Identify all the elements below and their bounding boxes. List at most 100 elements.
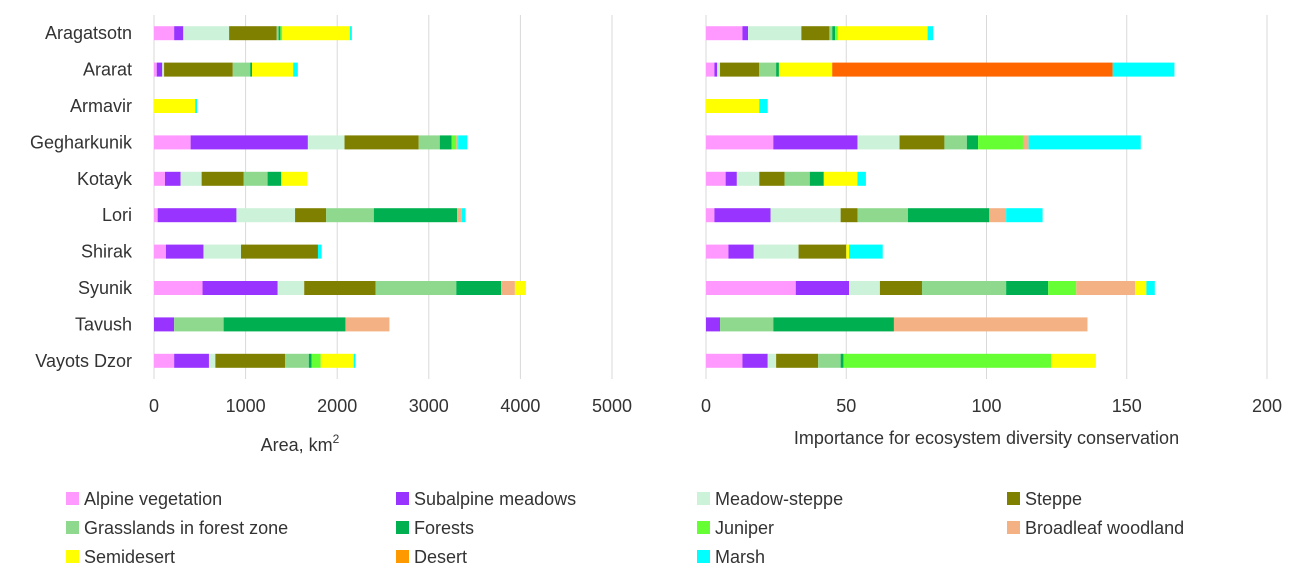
bar-ararat-desert — [832, 62, 1113, 77]
bar-vayots-dzor-grasslands-in-forest-zone — [818, 353, 841, 368]
legend-swatch-semidesert — [66, 550, 79, 563]
category-label-kotayk: Kotayk — [77, 169, 133, 189]
bar-gegharkunik-marsh — [1028, 135, 1141, 150]
bar-gegharkunik-subalpine-meadows — [190, 135, 308, 150]
category-label-syunik: Syunik — [78, 278, 133, 298]
x-tick-label: 100 — [971, 396, 1001, 416]
bar-gegharkunik-broadleaf-woodland — [456, 135, 459, 150]
bar-lori-forests — [907, 208, 990, 223]
bar-aragatsotn-steppe — [801, 26, 830, 41]
bar-ararat-subalpine-meadows — [714, 62, 718, 77]
bar-vayots-dzor-grasslands-in-forest-zone — [284, 353, 309, 368]
legend-label-semidesert: Semidesert — [84, 547, 175, 567]
bar-shirak-subalpine-meadows — [728, 244, 754, 259]
bar-lori-alpine-vegetation — [154, 208, 158, 223]
bar-kotayk-steppe — [759, 171, 785, 186]
bar-syunik-meadow-steppe — [277, 281, 305, 295]
legend-label-steppe: Steppe — [1025, 489, 1082, 509]
bar-ararat-marsh — [1112, 62, 1175, 77]
legend-label-forests: Forests — [414, 518, 474, 538]
bar-vayots-dzor-juniper — [311, 353, 321, 368]
bar-aragatsotn-alpine-vegetation — [706, 26, 743, 41]
bar-ararat-steppe — [720, 62, 760, 77]
bar-aragatsotn-meadow-steppe — [183, 26, 230, 41]
bar-lori-marsh — [1006, 208, 1043, 223]
bar-tavush-broadleaf-woodland — [893, 317, 1088, 332]
bar-shirak-meadow-steppe — [203, 244, 242, 259]
legend-swatch-subalpine-meadows — [396, 492, 409, 505]
bar-aragatsotn-alpine-vegetation — [154, 26, 175, 41]
bar-kotayk-semidesert — [281, 171, 307, 186]
legend-label-grasslands-in-forest-zone: Grasslands in forest zone — [84, 518, 288, 538]
bar-vayots-dzor-marsh — [353, 353, 356, 368]
bar-ararat-semidesert — [252, 62, 294, 77]
bar-kotayk-alpine-vegetation — [706, 171, 726, 186]
bar-syunik-forests — [456, 281, 502, 295]
bar-vayots-dzor-steppe — [215, 353, 285, 368]
bar-aragatsotn-juniper — [835, 26, 838, 41]
bar-tavush-forests — [223, 317, 346, 332]
legend-swatch-broadleaf-woodland — [1007, 521, 1020, 534]
bar-kotayk-meadow-steppe — [180, 171, 202, 186]
bar-syunik-subalpine-meadows — [795, 281, 850, 295]
x-tick-label: 2000 — [317, 396, 357, 416]
bar-kotayk-subalpine-meadows — [725, 171, 737, 186]
bar-aragatsotn-marsh — [927, 26, 934, 41]
bar-syunik-alpine-vegetation — [154, 281, 203, 295]
bar-kotayk-semidesert — [823, 171, 858, 186]
bar-lori-broadleaf-woodland — [457, 208, 462, 223]
bar-syunik-alpine-vegetation — [706, 281, 796, 295]
bar-syunik-grasslands-in-forest-zone — [921, 281, 1007, 295]
bar-shirak-alpine-vegetation — [154, 244, 166, 259]
legend-label-alpine-vegetation: Alpine vegetation — [84, 489, 222, 509]
bar-syunik-semidesert — [514, 281, 526, 295]
bar-aragatsotn-grasslands-in-forest-zone — [829, 26, 833, 41]
x-tick-label: 5000 — [592, 396, 632, 416]
bar-aragatsotn-meadow-steppe — [748, 26, 802, 41]
bar-lori-steppe — [295, 208, 327, 223]
bar-shirak-marsh — [849, 244, 883, 259]
area-chart: 0 1000 2000 3000 4000 5000 Aragatsotn Ararat Arm… — [30, 15, 632, 455]
category-label-armavir: Armavir — [70, 96, 132, 116]
bar-gegharkunik-steppe — [344, 135, 419, 150]
bar-lori-grasslands-in-forest-zone — [857, 208, 908, 223]
bar-kotayk-alpine-vegetation — [154, 171, 165, 186]
legend-swatch-grasslands-in-forest-zone — [66, 521, 79, 534]
bar-gegharkunik-alpine-vegetation — [706, 135, 774, 150]
legend-swatch-meadow-steppe — [697, 492, 710, 505]
legend: Alpine vegetation Subalpine meadows Meadow… — [66, 489, 1184, 567]
bar-shirak-semidesert — [846, 244, 850, 259]
x-tick-label: 0 — [149, 396, 159, 416]
bar-ararat-meadow-steppe — [717, 62, 721, 77]
bar-syunik-marsh — [1146, 281, 1155, 295]
x-tick-label: 0 — [701, 396, 711, 416]
bar-syunik-broadleaf-woodland — [501, 281, 515, 295]
bar-vayots-dzor-semidesert — [1051, 353, 1096, 368]
x-tick-label: 150 — [1112, 396, 1142, 416]
bar-vayots-dzor-semidesert — [320, 353, 354, 368]
bar-armavir-marsh — [759, 99, 768, 113]
category-label-aragatsotn: Aragatsotn — [45, 23, 132, 43]
bar-gegharkunik-steppe — [899, 135, 945, 150]
bar-vayots-dzor-meadow-steppe — [208, 353, 216, 368]
bar-aragatsotn-forests — [278, 26, 281, 41]
bar-kotayk-forests — [267, 171, 282, 186]
bar-syunik-semidesert — [1135, 281, 1147, 295]
bar-gegharkunik-meadow-steppe — [307, 135, 345, 150]
category-label-lori: Lori — [102, 205, 132, 225]
bar-syunik-meadow-steppe — [849, 281, 880, 295]
bar-gegharkunik-grasslands-in-forest-zone — [944, 135, 967, 150]
bar-syunik-broadleaf-woodland — [1076, 281, 1136, 295]
bar-gegharkunik-meadow-steppe — [857, 135, 900, 150]
legend-label-meadow-steppe: Meadow-steppe — [715, 489, 843, 509]
bar-gegharkunik-marsh — [458, 135, 468, 150]
bar-lori-steppe — [840, 208, 858, 223]
bar-lori-subalpine-meadows — [714, 208, 771, 223]
bar-tavush-subalpine-meadows — [154, 317, 175, 332]
bar-ararat-meadow-steppe — [162, 62, 165, 77]
bar-ararat-semidesert — [778, 62, 833, 77]
category-label-shirak: Shirak — [81, 242, 133, 262]
bar-aragatsotn-forests — [832, 26, 836, 41]
bar-ararat-marsh — [293, 62, 298, 77]
bar-tavush-forests — [773, 317, 894, 332]
